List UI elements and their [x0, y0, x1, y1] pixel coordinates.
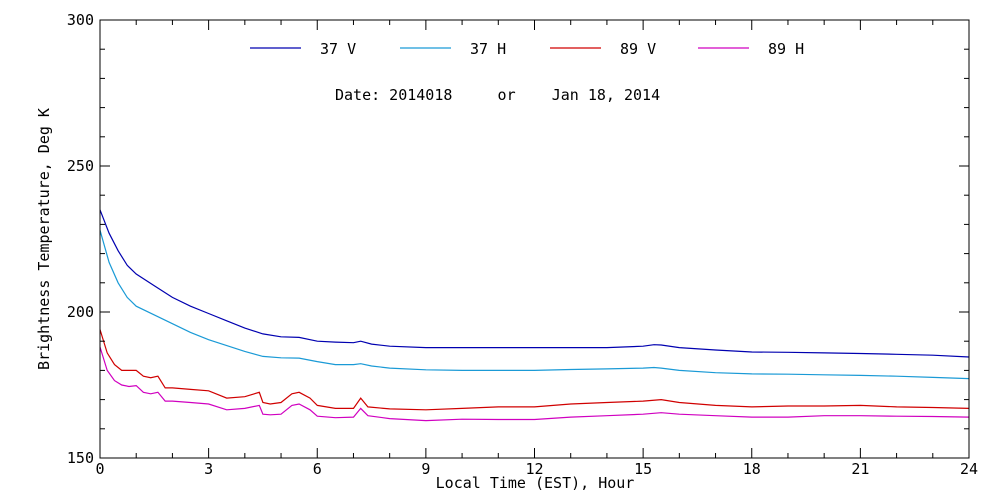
legend-label: 37 H — [470, 40, 506, 58]
date-annotation: Date: 2014018 or Jan 18, 2014 — [335, 86, 660, 104]
x-tick-label: 3 — [204, 460, 213, 478]
x-tick-label: 9 — [421, 460, 430, 478]
y-axis-label: Brightness Temperature, Deg K — [35, 108, 53, 370]
legend-label: 89 H — [768, 40, 804, 58]
x-tick-label: 18 — [743, 460, 761, 478]
series-line-2 — [99, 230, 970, 380]
series-line-1 — [99, 209, 970, 358]
x-tick-label: 15 — [634, 460, 652, 478]
legend-label: 37 V — [320, 40, 356, 58]
x-axis-label: Local Time (EST), Hour — [436, 474, 635, 492]
y-tick-label: 300 — [67, 11, 94, 29]
series-line-4 — [99, 346, 970, 422]
y-tick-label: 150 — [67, 449, 94, 467]
x-tick-label: 6 — [313, 460, 322, 478]
y-tick-label: 250 — [67, 157, 94, 175]
y-tick-label: 200 — [67, 303, 94, 321]
x-tick-label: 12 — [525, 460, 543, 478]
x-tick-label: 21 — [851, 460, 869, 478]
x-tick-label: 0 — [95, 460, 104, 478]
legend-label: 89 V — [620, 40, 656, 58]
x-tick-label: 24 — [960, 460, 978, 478]
series-line-3 — [99, 329, 970, 411]
